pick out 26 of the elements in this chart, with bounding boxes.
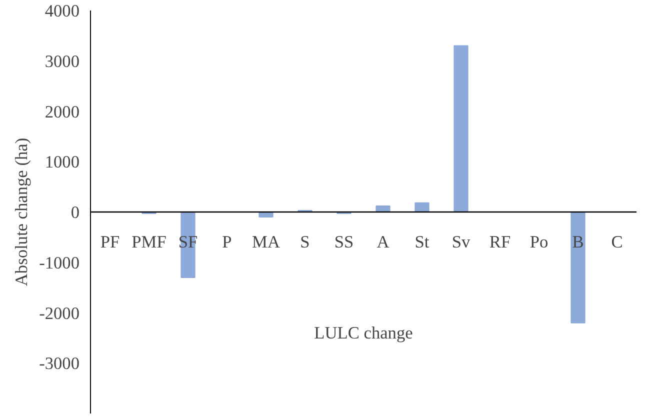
y-tick-label: 1000 [44, 152, 80, 172]
y-tick-label: 0 [70, 203, 80, 222]
x-tick-label: Po [530, 232, 548, 252]
y-axis-title: Absolute change (ha) [12, 138, 32, 286]
bar [414, 202, 430, 212]
x-tick-label: A [376, 232, 390, 252]
x-tick-label: MA [252, 232, 280, 252]
y-tick-label: 2000 [44, 102, 80, 122]
x-tick-label: S [300, 232, 310, 252]
y-tick-label: -3000 [39, 354, 80, 374]
y-tick-label: 4000 [44, 2, 80, 20]
y-tick-label: 3000 [44, 52, 80, 71]
x-tick-label: P [222, 232, 232, 252]
x-tick-label: SS [334, 232, 354, 252]
x-tick-label: RF [489, 232, 511, 252]
x-axis-title: LULC change [314, 323, 414, 342]
x-tick-label: PF [100, 232, 120, 252]
bar [454, 45, 468, 212]
y-tick-label: -2000 [39, 304, 80, 323]
x-tick-label: C [611, 232, 623, 252]
x-tick-label: St [414, 232, 430, 252]
x-tick-label: PMF [132, 232, 167, 252]
x-tick-label: Sv [452, 232, 470, 252]
y-tick-label: -1000 [39, 253, 80, 272]
x-tick-label: B [572, 232, 584, 252]
bar [570, 212, 586, 324]
